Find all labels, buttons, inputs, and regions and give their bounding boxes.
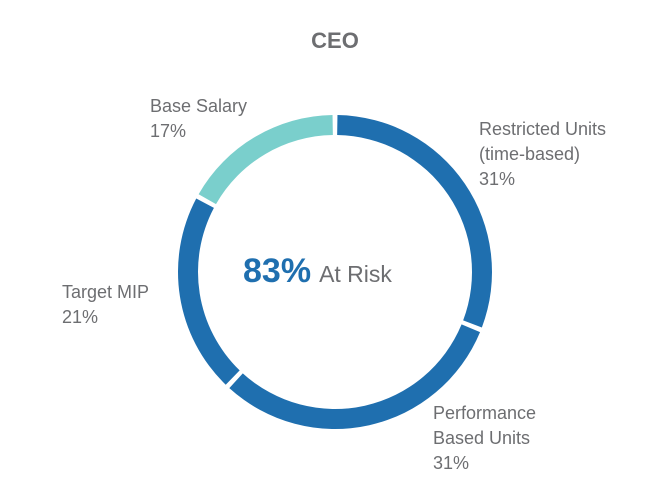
- slice-value-label: 21%: [62, 307, 99, 327]
- center-label: 83% At Risk: [243, 252, 392, 291]
- slice-label-target-mip: Target MIP 21%: [62, 280, 149, 330]
- slice-label-line: Target MIP: [62, 282, 150, 302]
- donut-slice-target-mip: [178, 198, 240, 385]
- chart-title: CEO: [311, 28, 359, 53]
- slice-value-label: 31%: [433, 453, 470, 473]
- slice-label-line: (time-based): [479, 144, 581, 164]
- slice-label-line: Restricted Units: [479, 119, 607, 139]
- slice-label-line: Performance: [433, 403, 537, 423]
- slice-label-restricted-units: Restricted Units (time-based) 31%: [479, 117, 606, 192]
- slice-value-label: 17%: [150, 121, 187, 141]
- donut-slice-base-salary: [198, 115, 333, 205]
- slice-label-performance-units: Performance Based Units 31%: [433, 401, 536, 476]
- donut-slice-performance-units: [229, 324, 481, 429]
- slice-label-line: Base Salary: [150, 96, 248, 116]
- slice-label-line: Based Units: [433, 428, 531, 448]
- slice-label-base-salary: Base Salary 17%: [150, 94, 247, 144]
- slice-value-label: 31%: [479, 169, 516, 189]
- at-risk-caption: At Risk: [319, 261, 392, 287]
- at-risk-value: 83%: [243, 252, 312, 290]
- donut-slice-restricted-units: [337, 115, 493, 328]
